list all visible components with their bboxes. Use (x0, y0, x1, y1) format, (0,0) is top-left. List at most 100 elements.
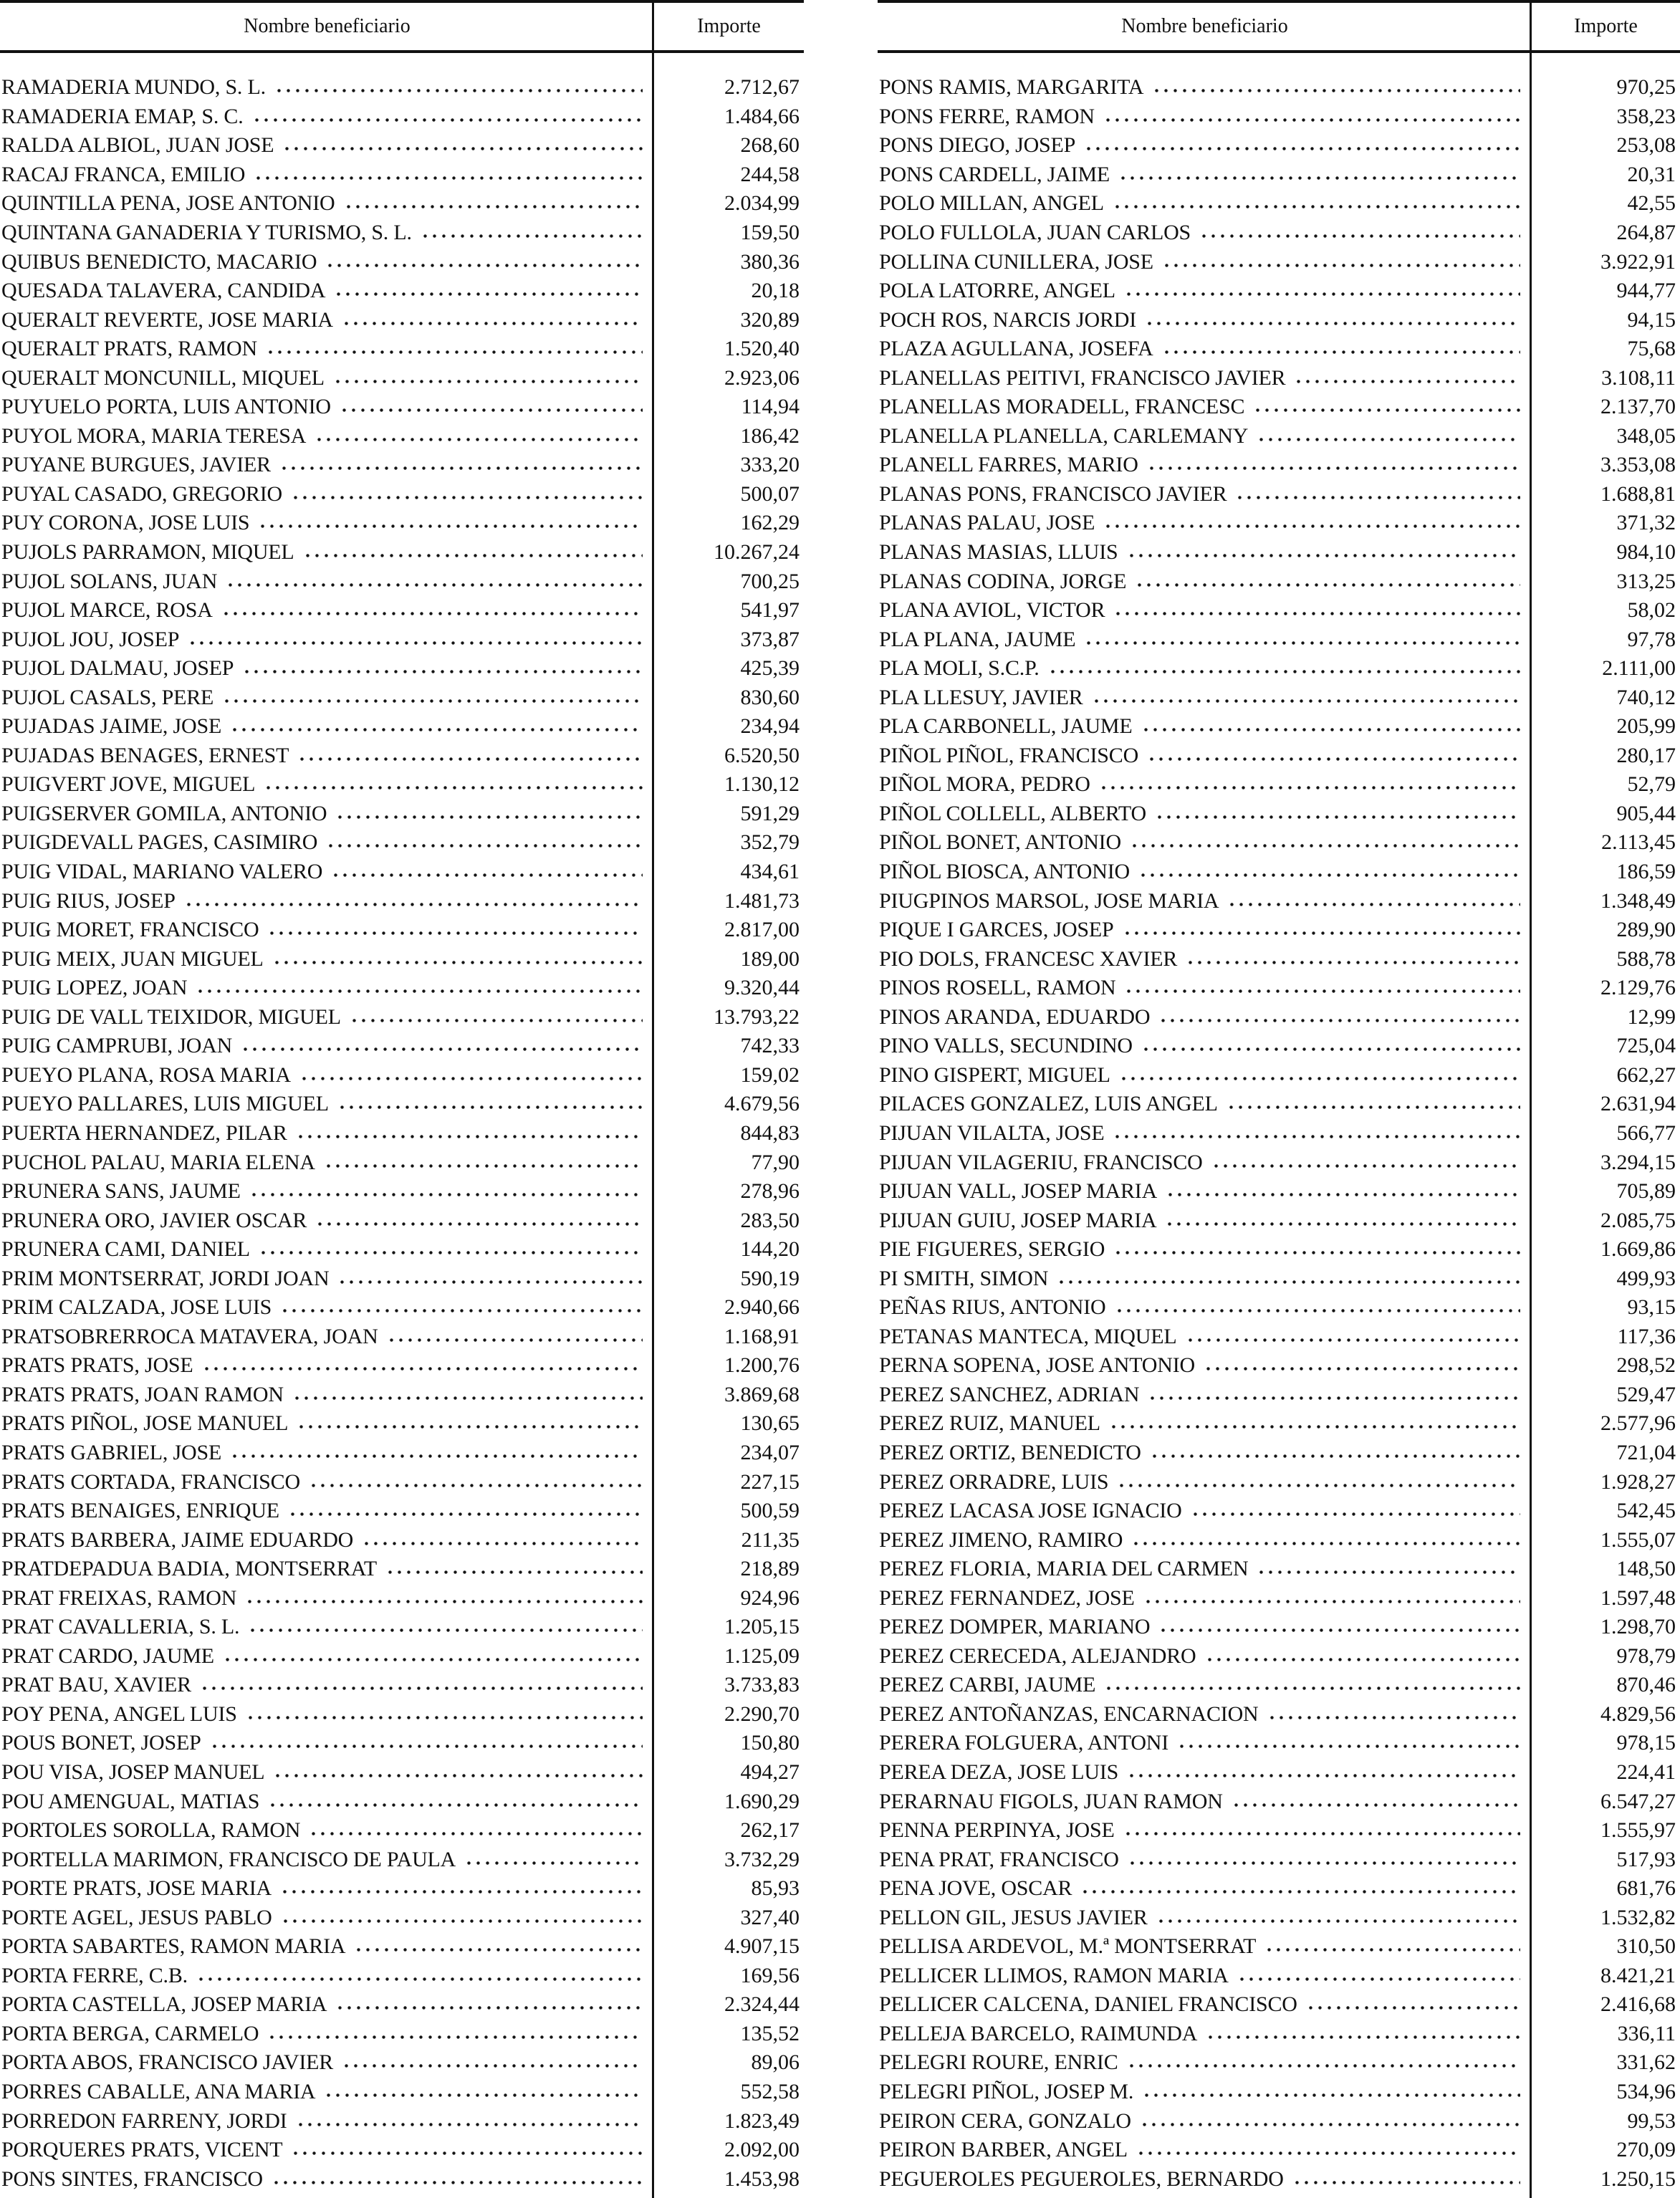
dot-leader (1166, 1192, 1520, 1198)
table-row: PUJOL JOU, JOSEP 373,87 (0, 625, 804, 654)
beneficiary-name: PONS SINTES, FRANCISCO (1, 2166, 263, 2191)
amount-value: 494,27 (740, 1760, 800, 1784)
beneficiary-name-cell: PRAT FREIXAS, RAMON (0, 1586, 654, 1611)
amount-value: 1.200,76 (724, 1353, 800, 1378)
beneficiary-name: PEREZ DOMPER, MARIANO (879, 1615, 1151, 1639)
table-row: PIQUE I GARCES, JOSEP 289,90 (878, 916, 1680, 945)
beneficiary-name-cell: PORTE AGEL, JESUS PABLO (0, 1906, 654, 1930)
table-row: PRUNERA SANS, JAUME 278,96 (0, 1177, 804, 1206)
dot-leader (420, 234, 643, 239)
amount-value: 541,97 (740, 598, 800, 623)
beneficiary-name-cell: PUIG VIDAL, MARIANO VALERO (0, 860, 654, 884)
dot-leader (1253, 408, 1520, 413)
table-row: PERNA SOPENA, JOSE ANTONIO 298,52 (878, 1351, 1680, 1381)
beneficiary-name-cell: PRAT CARDO, JAUME (0, 1644, 654, 1669)
beneficiary-name: PEÑAS RIUS, ANTONIO (879, 1295, 1106, 1320)
dot-leader (1145, 320, 1520, 326)
beneficiary-name: PUYANE BURGUES, JAVIER (1, 453, 271, 477)
amount-value: 1.453,98 (724, 2166, 800, 2191)
table-row: PORTA ABOS, FRANCISCO JAVIER 89,06 (0, 2048, 804, 2078)
beneficiary-name: PERARNAU FIGOLS, JUAN RAMON (879, 1789, 1223, 1813)
beneficiary-name: PRATS PIÑOL, JOSE MANUEL (1, 1411, 289, 1436)
table-row: PRAT BAU, XAVIER 3.733,83 (0, 1671, 804, 1700)
dot-leader (297, 756, 643, 762)
table-row: PIÑOL PIÑOL, FRANCISCO 280,17 (878, 742, 1680, 771)
beneficiary-name: PEREZ FERNANDEZ, JOSE (879, 1585, 1135, 1610)
right-table-header: Nombre beneficiario Importe (878, 0, 1680, 53)
beneficiary-name: RAMADERIA MUNDO, S. L. (1, 75, 266, 100)
beneficiary-name-cell: PUIG DE VALL TEIXIDOR, MIGUEL (0, 1005, 654, 1030)
beneficiary-name: PUJADAS BENAGES, ERNEST (1, 743, 289, 767)
table-row: PERARNAU FIGOLS, JUAN RAMON 6.547,27 (878, 1787, 1680, 1816)
table-row: PRATS PIÑOL, JOSE MANUEL 130,65 (0, 1409, 804, 1439)
beneficiary-name: PUJOLS PARRAMON, MIQUEL (1, 540, 294, 565)
beneficiary-name-cell: PENNA PERPINYA, JOSE (878, 1818, 1532, 1843)
amount-value: 244,58 (740, 162, 800, 186)
amount-value: 1.130,12 (724, 772, 800, 797)
table-row: PEREA DEZA, JOSE LUIS 224,41 (878, 1758, 1680, 1787)
beneficiary-name: PONS RAMIS, MARGARITA (879, 75, 1144, 100)
dot-leader (1147, 756, 1520, 762)
dot-leader (1126, 2063, 1520, 2069)
amount-value: 700,25 (740, 569, 800, 593)
table-row: QUERALT REVERTE, JOSE MARIA 320,89 (0, 305, 804, 335)
table-row: PELLICER LLIMOS, RAMON MARIA 8.421,21 (878, 1962, 1680, 1991)
beneficiary-name-cell: PEREZ CARBI, JAUME (878, 1673, 1532, 1697)
amount-value: 529,47 (1616, 1382, 1676, 1406)
beneficiary-name-cell: PLA PLANA, JAUME (878, 628, 1532, 652)
table-row: PORTA BERGA, CARMELO 135,52 (0, 2020, 804, 2049)
beneficiary-name: PORTA SABARTES, RAMON MARIA (1, 1934, 346, 1959)
dot-leader (1294, 378, 1520, 384)
dot-leader (249, 1192, 643, 1198)
dot-leader (1104, 1686, 1520, 1691)
table-row: PLA CARBONELL, JAUME 205,99 (878, 712, 1680, 742)
table-row: PUYANE BURGUES, JAVIER 333,20 (0, 451, 804, 480)
beneficiary-name: PRATS BENAIGES, ENRIQUE (1, 1499, 279, 1523)
table-row: PLAZA AGULLANA, JOSEFA 75,68 (878, 335, 1680, 364)
beneficiary-name: PRATSOBRERROCA MATAVERA, JOAN (1, 1324, 378, 1348)
beneficiary-name: PUIG VIDAL, MARIANO VALERO (1, 860, 323, 884)
dot-leader (201, 1366, 643, 1372)
dot-leader (251, 117, 643, 123)
dot-leader (1165, 1221, 1520, 1227)
table-row: PRATS BARBERA, JAIME EDUARDO 211,35 (0, 1525, 804, 1555)
amount-value: 944,77 (1616, 279, 1676, 303)
beneficiary-name: PRAT FREIXAS, RAMON (1, 1585, 237, 1610)
table-row: PEREZ CERECEDA, ALEJANDRO 978,79 (878, 1642, 1680, 1671)
table-row: PUERTA HERNANDEZ, PILAR 844,83 (0, 1119, 804, 1148)
amount-value: 2.712,67 (724, 75, 800, 100)
dot-leader (1206, 2034, 1520, 2040)
beneficiary-name: PEREZ JIMENO, RAMIRO (879, 1527, 1123, 1552)
table-row: PIJUAN VILALTA, JOSE 566,77 (878, 1119, 1680, 1148)
table-row: PIJUAN VILAGERIU, FRANCISCO 3.294,15 (878, 1148, 1680, 1177)
beneficiary-name-cell: PUJOL CASALS, PERE (0, 686, 654, 710)
dot-leader (324, 2093, 643, 2098)
beneficiary-name: PIJUAN VALL, JOSEP MARIA (879, 1179, 1158, 1204)
beneficiary-name-cell: PUIGSERVER GOMILA, ANTONIO (0, 802, 654, 826)
beneficiary-name-cell: PRIM MONTSERRAT, JORDI JOAN (0, 1267, 654, 1291)
beneficiary-name-cell: PUIG LOPEZ, JOAN (0, 976, 654, 1000)
beneficiary-name: PIO DOLS, FRANCESC XAVIER (879, 946, 1178, 971)
beneficiary-name-cell: PRATS PRATS, JOSE (0, 1353, 654, 1378)
beneficiary-name: PUEYO PALLARES, LUIS MIGUEL (1, 1092, 329, 1116)
dot-leader (258, 1250, 643, 1256)
table-row: PINOS ROSELL, RAMON 2.129,76 (878, 974, 1680, 1003)
beneficiary-name-cell: PEREZ FLORIA, MARIA DEL CARMEN (878, 1557, 1532, 1581)
beneficiary-name-cell: QUESADA TALAVERA, CANDIDA (0, 279, 654, 303)
dot-leader (268, 1802, 643, 1808)
amount-value: 2.923,06 (724, 365, 800, 390)
beneficiary-name-cell: PUEYO PLANA, ROSA MARIA (0, 1063, 654, 1088)
beneficiary-name-cell: PELLON GIL, JESUS JAVIER (878, 1906, 1532, 1930)
amount-value: 499,93 (1616, 1266, 1676, 1290)
beneficiary-name-cell: PENA JOVE, OSCAR (878, 1876, 1532, 1901)
amount-value: 333,20 (740, 453, 800, 477)
dot-leader (1118, 175, 1520, 181)
beneficiary-name-cell: QUINTANA GANADERIA Y TURISMO, S. L. (0, 221, 654, 245)
beneficiary-name-cell: QUERALT REVERTE, JOSE MARIA (0, 308, 654, 332)
amount-value: 552,58 (740, 2080, 800, 2103)
beneficiary-name-cell: PUY CORONA, JOSE LUIS (0, 511, 654, 535)
amount-value: 721,04 (1616, 1440, 1676, 1464)
beneficiary-name-cell: PUYUELO PORTA, LUIS ANTONIO (0, 395, 654, 419)
beneficiary-name: PUYUELO PORTA, LUIS ANTONIO (1, 395, 331, 419)
table-row: QUERALT MONCUNILL, MIQUEL 2.923,06 (0, 363, 804, 393)
